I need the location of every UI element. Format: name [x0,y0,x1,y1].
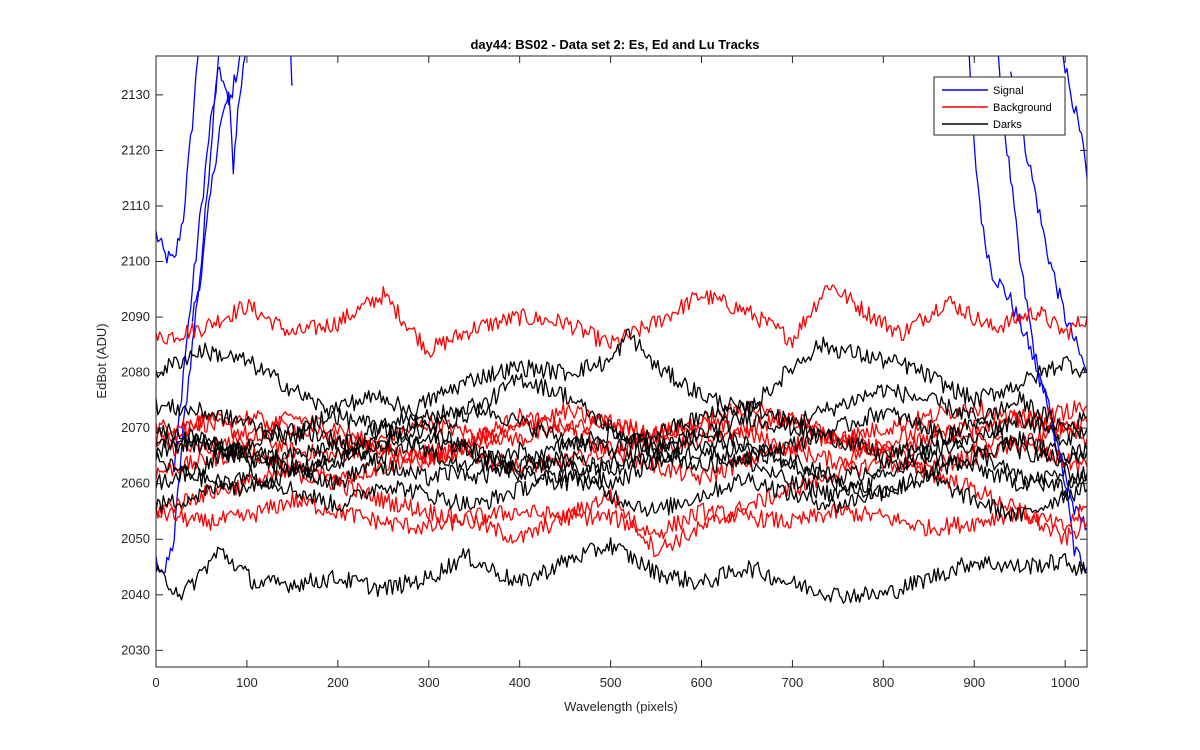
y-tick-label: 2120 [121,142,150,157]
axes-box [155,55,1088,668]
y-tick-label: 2100 [121,254,150,269]
x-tick-label: 0 [152,675,159,690]
legend-label-background: Background [993,102,1052,114]
y-tick-label: 2110 [122,198,150,213]
legend-entry-darks: Darks [942,119,1022,131]
y-tick-label: 2050 [121,531,150,546]
series-line-background-14 [156,492,1087,540]
legend-label-darks: Darks [993,119,1022,131]
chart-title: day44: BS02 - Data set 2: Es, Ed and Lu … [470,37,759,52]
legend-entry-signal: Signal [942,85,1024,97]
y-tick-label: 2040 [121,587,150,602]
x-tick-label: 600 [691,675,713,690]
series-line-signal-4 [290,56,293,86]
series-line-signal-0 [156,56,199,264]
series-line-darks-17 [156,537,1087,604]
x-tick-label: 700 [782,675,804,690]
y-tick-label: 2060 [121,476,150,491]
series-line-darks-18 [156,328,1087,436]
y-tick-label: 2090 [121,309,150,324]
x-axis-label: Wavelength (pixels) [564,699,678,714]
legend-entry-background: Background [942,102,1052,114]
series-line-darks-25 [156,410,1087,497]
y-axis: 2030 2040 2050 2060 2070 2080 2090 2100 2110 2120… [121,87,1087,657]
plot-area [155,55,1088,668]
series-line-signal-2 [173,56,241,472]
legend-label-signal: Signal [993,85,1024,97]
legend: Signal Background Darks [933,76,1066,136]
y-tick-label: 2130 [121,87,150,102]
series-line-darks-24 [156,407,1087,497]
y-tick-label: 2030 [121,642,150,657]
series-line-darks-21 [156,422,1087,502]
y-tick-label: 2070 [121,420,150,435]
series-line-darks-20 [156,430,1087,502]
x-tick-label: 400 [509,675,531,690]
x-tick-label: 1000 [1051,675,1080,690]
series-line-darks-22 [156,465,1087,522]
axes-background [156,56,1087,667]
series-line-darks-19 [156,373,1087,462]
x-tick-label: 500 [600,675,622,690]
series-line-darks-23 [156,384,1087,478]
series-line-signal-3 [191,56,246,322]
x-tick-label: 800 [872,675,894,690]
x-tick-label: 300 [418,675,440,690]
series-line-signal-5 [968,56,1087,531]
x-tick-label: 200 [327,675,349,690]
x-tick-label: 900 [963,675,985,690]
y-axis-label: EdBot (ADU) [94,323,109,398]
x-axis: 0 100 200 300 400 500 600 700 800 900 1000 [152,56,1080,690]
x-tick-label: 100 [236,675,258,690]
legend-box [933,76,1066,136]
series-line-background-15 [156,454,1087,558]
series-line-signal-8 [1062,56,1087,179]
y-tick-label: 2080 [121,365,150,380]
